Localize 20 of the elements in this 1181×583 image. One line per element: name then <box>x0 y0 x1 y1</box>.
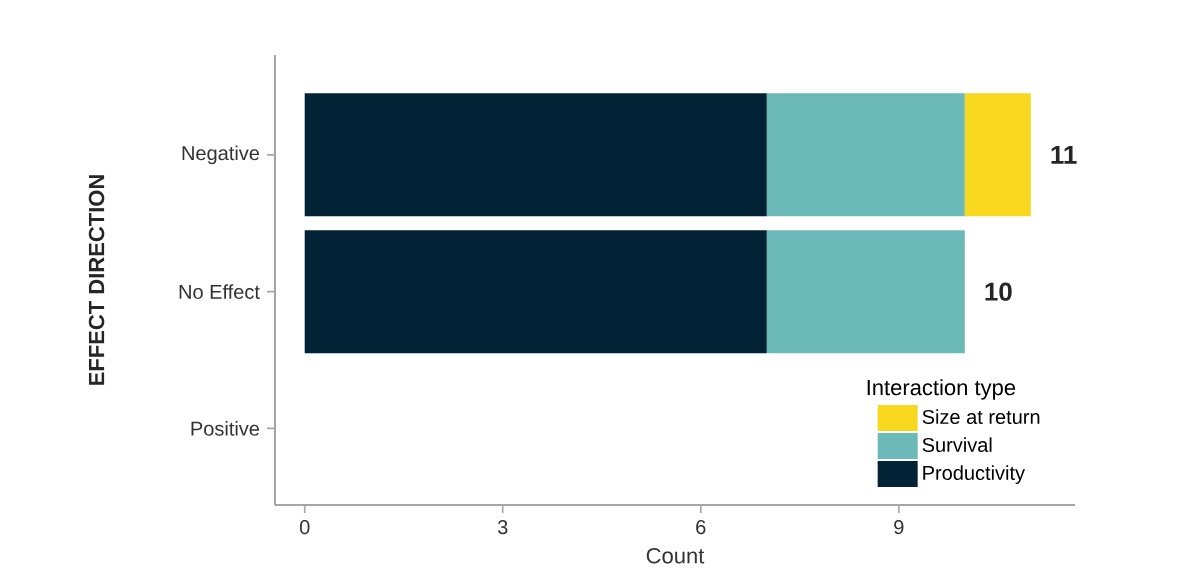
bar <box>964 93 1031 217</box>
legend-label: Productivity <box>923 465 1025 484</box>
y-axis-title: EFFECT DIRECTION <box>88 175 105 385</box>
bar <box>766 230 965 354</box>
x-tick-label: 9 <box>894 520 904 535</box>
x-axis-title: Count <box>646 547 705 564</box>
bar <box>766 93 965 217</box>
x-tick-label: 3 <box>497 520 508 535</box>
bar <box>304 230 767 354</box>
bar <box>304 93 767 217</box>
legend-title: Interaction type <box>867 379 1016 400</box>
total-label: 10 <box>985 282 1012 301</box>
legend-label: Survival <box>922 437 992 453</box>
x-tick-label: 6 <box>696 520 706 535</box>
legend-label: Size at return <box>922 409 1040 425</box>
y-tick-label: No Effect <box>179 284 260 299</box>
y-tick-label: Negative <box>182 145 260 165</box>
y-tick-label: Positive <box>191 421 260 436</box>
total-label: 11 <box>1051 145 1077 164</box>
x-tick-label: 0 <box>299 520 310 535</box>
